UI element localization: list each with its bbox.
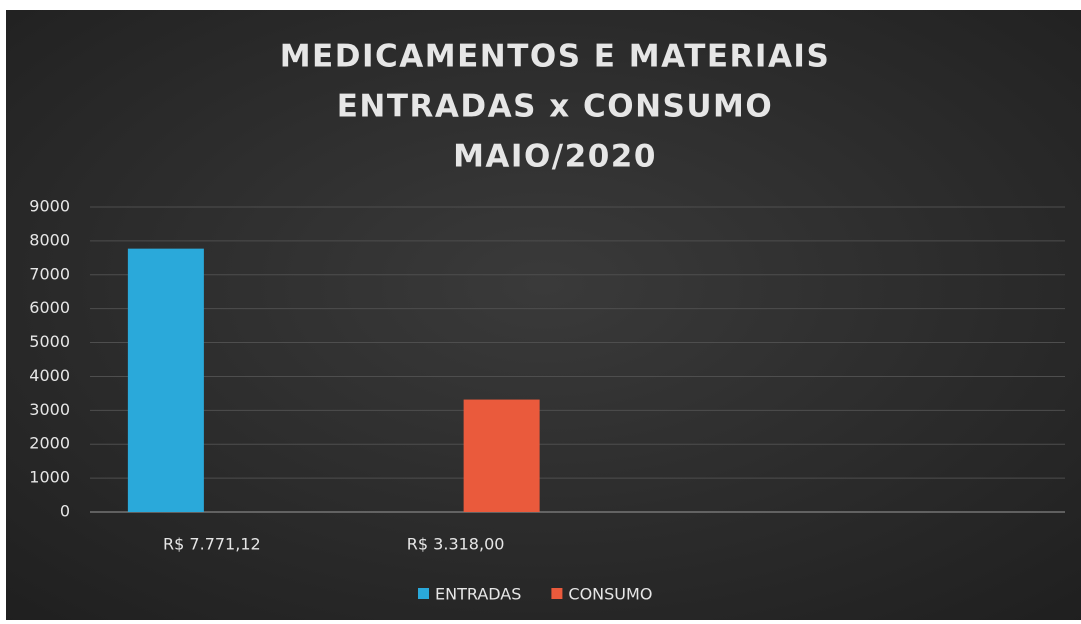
chart-title: ENTRADAS x CONSUMO: [337, 89, 774, 125]
y-tick-label: 4000: [29, 366, 70, 385]
y-tick-label: 2000: [29, 434, 70, 453]
legend-swatch: [418, 588, 429, 599]
y-tick-label: 7000: [29, 264, 70, 283]
y-tick-label: 6000: [29, 298, 70, 317]
y-tick-label: 5000: [29, 332, 70, 351]
bar: [463, 399, 540, 512]
legend-label: ENTRADAS: [435, 585, 521, 604]
x-tick-label: R$ 3.318,00: [407, 535, 505, 554]
y-tick-label: 1000: [29, 468, 70, 487]
chart-title: MEDICAMENTOS E MATERIAIS: [280, 39, 831, 75]
legend-label: CONSUMO: [568, 585, 652, 604]
y-tick-label: 0: [60, 502, 70, 521]
y-tick-label: 3000: [29, 400, 70, 419]
y-tick-label: 9000: [29, 197, 70, 216]
chart-title: MAIO/2020: [453, 139, 657, 175]
bar: [127, 248, 204, 512]
y-tick-label: 8000: [29, 230, 70, 249]
legend-swatch: [551, 588, 563, 599]
x-tick-label: R$ 7.771,12: [163, 535, 261, 554]
